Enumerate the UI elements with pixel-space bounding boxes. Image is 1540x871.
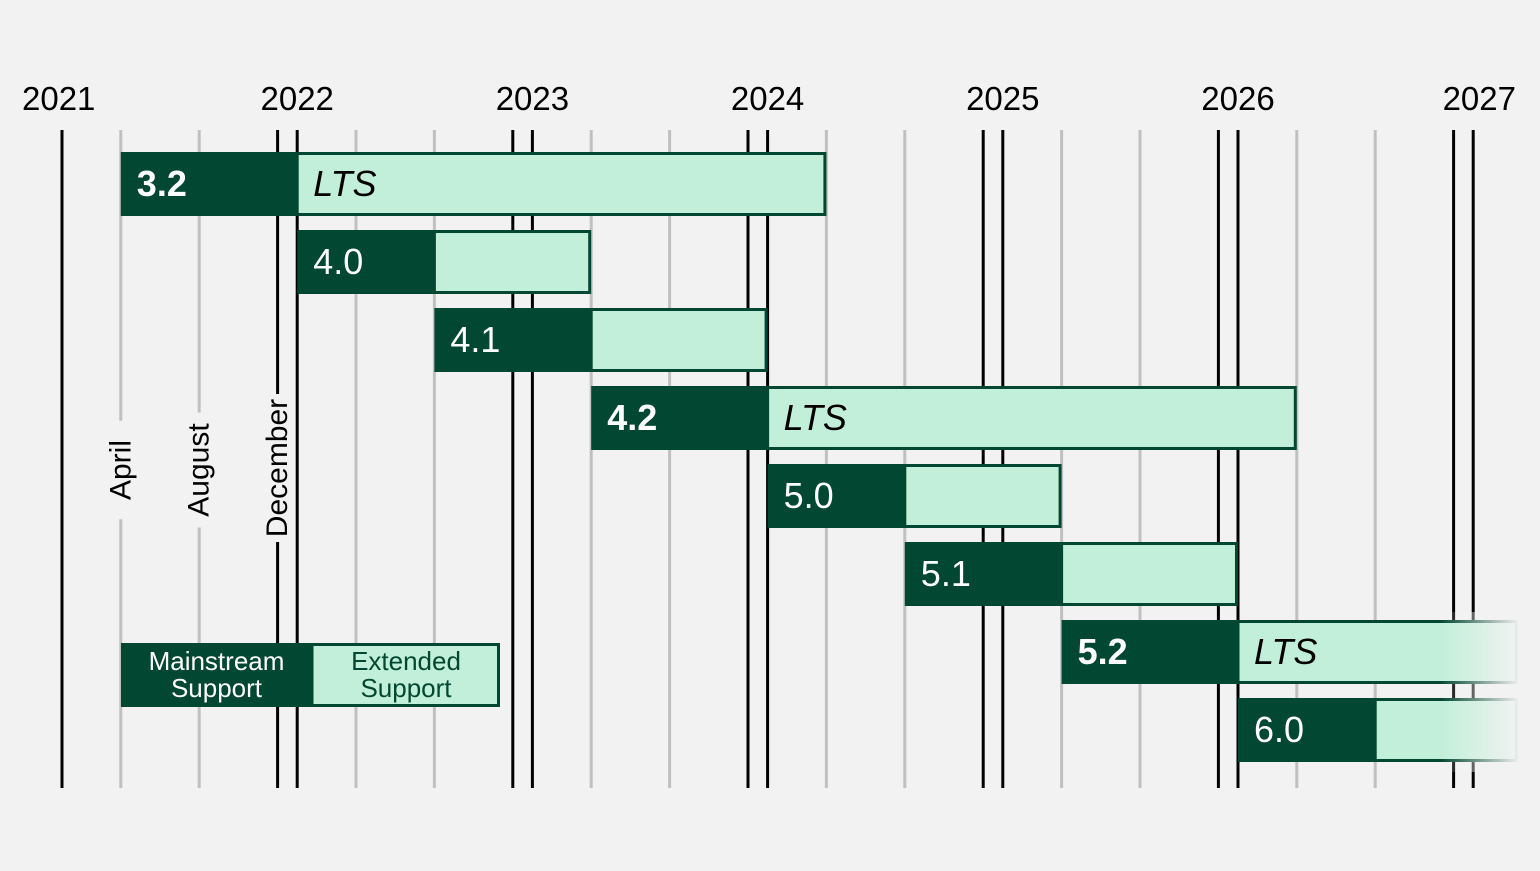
mainstream-support-bar	[1238, 698, 1376, 762]
legend-mainstream-label: Mainstream	[149, 646, 285, 676]
month-label-december: December	[261, 399, 294, 537]
version-label: 3.2	[137, 163, 187, 204]
right-edge-fade	[1440, 612, 1520, 772]
year-tick-label: 2026	[1201, 80, 1274, 117]
legend-extended-swatch	[310, 643, 500, 707]
mainstream-support-bar	[904, 542, 1062, 606]
month-label-backdrop-april	[104, 420, 137, 520]
month-label-layer: April August December	[104, 394, 294, 542]
legend-extended-label: Support	[360, 673, 452, 703]
year-tick-label: 2021	[22, 80, 95, 117]
legend-mainstream-label: Support	[171, 673, 263, 703]
month-label-backdrop-december	[261, 394, 294, 542]
year-tick-label: 2023	[496, 80, 569, 117]
mainstream-support-bar	[591, 386, 768, 450]
extended-support-bar	[903, 464, 1062, 528]
mainstream-support-bar	[297, 230, 435, 294]
month-label-april: April	[104, 440, 137, 500]
mainstream-support-bar	[767, 464, 905, 528]
version-label: 5.2	[1078, 631, 1128, 672]
extended-support-bar	[766, 386, 1297, 450]
month-label-august: August	[183, 423, 216, 517]
extended-support-bar	[432, 230, 592, 294]
month-label-backdrop-august	[183, 412, 216, 528]
legend-mainstream-swatch	[121, 643, 312, 707]
release-bar-4.0: 4.0	[297, 230, 592, 294]
year-label-layer: 2021 2022 2023 2024 2025 2026 2027	[22, 80, 1516, 117]
year-tick-label: 2022	[260, 80, 333, 117]
lts-label: LTS	[313, 163, 376, 204]
lts-label: LTS	[784, 397, 847, 438]
release-bar-3.2: 3.2 LTS	[120, 152, 827, 216]
lts-label: LTS	[1254, 631, 1317, 672]
version-label: 4.0	[313, 241, 363, 282]
extended-support-bar	[1060, 542, 1238, 606]
version-label: 5.0	[784, 475, 834, 516]
release-bar-5.1: 5.1	[904, 542, 1238, 606]
version-label: 4.2	[607, 397, 657, 438]
release-bar-4.1: 4.1	[434, 308, 768, 372]
year-tick-label: 2027	[1443, 80, 1516, 117]
mainstream-support-bar	[120, 152, 298, 216]
mainstream-support-bar	[1061, 620, 1238, 684]
release-bar-5.0: 5.0	[767, 464, 1062, 528]
legend-extended-label: Extended	[351, 646, 461, 676]
extended-support-bar	[589, 308, 768, 372]
mainstream-support-bar	[434, 308, 592, 372]
year-tick-label: 2025	[966, 80, 1039, 117]
release-bar-4.2: 4.2 LTS	[591, 386, 1297, 450]
version-label: 6.0	[1254, 709, 1304, 750]
version-label: 5.1	[921, 553, 971, 594]
year-tick-label: 2024	[731, 80, 804, 117]
version-label: 4.1	[450, 319, 500, 360]
